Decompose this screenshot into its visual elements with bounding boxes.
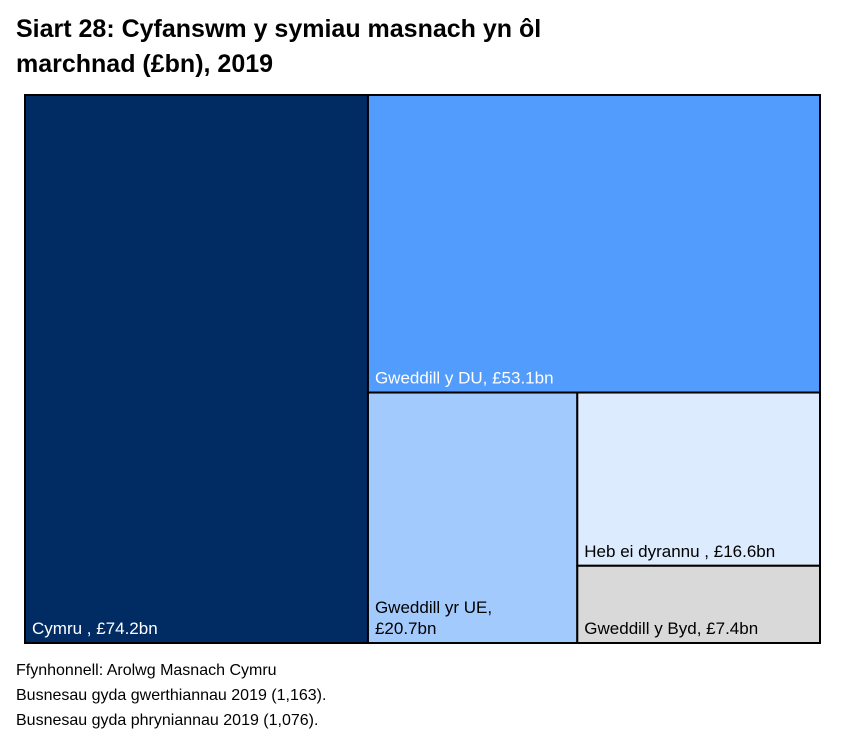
- treemap-label: Gweddill y Byd, £7.4bn: [584, 619, 758, 638]
- treemap-rect: [366, 94, 821, 394]
- treemap-rect: [24, 94, 369, 644]
- footnote-purchases: Busnesau gyda phryniannau 2019 (1,076).: [16, 712, 319, 729]
- treemap-rect: [576, 564, 821, 644]
- treemap: Cymru , £74.2bn Gweddill y DU, £53.1bn Gwe…: [24, 94, 821, 645]
- treemap-label: Gweddill y DU, £53.1bn: [375, 369, 554, 388]
- treemap-tile-gweddill-yr-ue: Gweddill yr UE, £20.7bn: [366, 391, 579, 645]
- chart-title: Siart 28: Cyfanswm y symiau masnach yn ô…: [16, 12, 541, 82]
- treemap-rect: [366, 391, 579, 645]
- source-note: Ffynhonnell: Arolwg Masnach Cymru: [16, 662, 277, 679]
- treemap-tile-gweddill-y-byd: Gweddill y Byd, £7.4bn: [576, 564, 821, 644]
- treemap-label: Gweddill yr UE,: [375, 598, 492, 617]
- treemap-tile-heb-ei-dyrannu: Heb ei dyrannu , £16.6bn: [576, 391, 821, 567]
- treemap-rect: [576, 391, 821, 567]
- footnote-sales: Busnesau gyda gwerthiannau 2019 (1,163).: [16, 687, 327, 704]
- treemap-tile-cymru: Cymru , £74.2bn: [24, 94, 369, 644]
- title-line-2: marchnad (£bn), 2019: [16, 50, 274, 78]
- treemap-label: £20.7bn: [375, 619, 436, 638]
- treemap-label: Heb ei dyrannu , £16.6bn: [584, 542, 775, 561]
- treemap-label: Cymru , £74.2bn: [32, 619, 158, 638]
- title-line-1: Siart 28: Cyfanswm y symiau masnach yn ô…: [16, 15, 542, 43]
- treemap-tile-gweddill-y-du: Gweddill y DU, £53.1bn: [366, 94, 821, 394]
